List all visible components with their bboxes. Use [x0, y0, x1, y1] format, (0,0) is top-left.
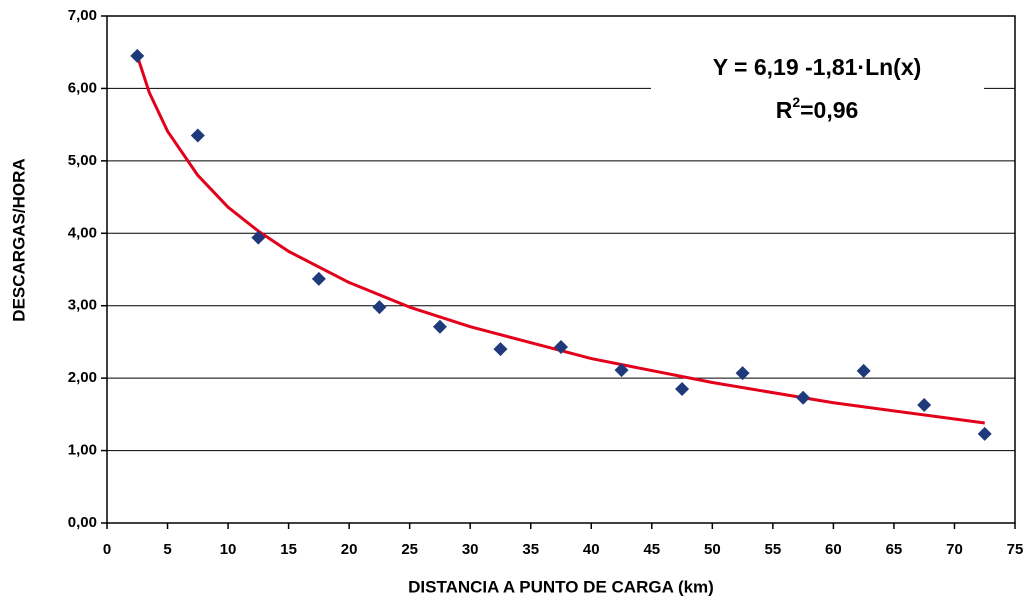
x-tick-label: 30: [462, 541, 479, 558]
data-point: [432, 319, 447, 334]
data-point: [917, 397, 932, 412]
y-tick-label: 6,00: [68, 79, 97, 96]
x-tick-label: 55: [765, 541, 782, 558]
y-axis-title: DESCARGAS/HORA: [9, 158, 28, 321]
data-point: [311, 271, 326, 286]
data-point: [614, 363, 629, 378]
x-tick-label: 50: [704, 541, 721, 558]
x-tick-label: 20: [341, 541, 358, 558]
trend-line: [135, 55, 985, 425]
plot-border: [106, 15, 1016, 524]
x-tick-label: 5: [163, 541, 171, 558]
x-tick-label: 40: [583, 541, 600, 558]
x-tick-label: 45: [643, 541, 660, 558]
annotation-box: [651, 54, 984, 136]
data-point: [735, 366, 750, 381]
y-tick-label: 2,00: [68, 369, 97, 386]
x-axis-title: DISTANCIA A PUNTO DE CARGA (km): [408, 577, 714, 596]
data-point: [856, 363, 871, 378]
data-point: [493, 342, 508, 357]
x-tick-label: 15: [280, 541, 297, 558]
y-tick-label: 4,00: [68, 224, 97, 241]
data-point: [190, 128, 205, 143]
y-tick-label: 3,00: [68, 297, 97, 314]
r2-value: =0,96: [800, 97, 858, 123]
equation: Y = 6,19 -1,81·Ln(x): [713, 54, 922, 80]
x-tick-label: 75: [1007, 541, 1024, 558]
x-tick-label: 60: [825, 541, 842, 558]
data-point: [130, 48, 145, 63]
y-tick-label: 1,00: [68, 442, 97, 459]
data-point: [372, 300, 387, 315]
x-tick-label: 70: [946, 541, 963, 558]
x-tick-label: 0: [103, 541, 111, 558]
y-tick-label: 7,00: [68, 7, 97, 24]
r-squared: R2=0,96: [776, 94, 859, 123]
y-tick-label: 5,00: [68, 152, 97, 169]
data-point: [251, 230, 266, 245]
r2-symbol: R: [776, 97, 793, 123]
x-tick-label: 65: [886, 541, 903, 558]
x-tick-label: 10: [220, 541, 237, 558]
plot: [130, 48, 992, 441]
r2-exponent: 2: [792, 94, 800, 110]
x-tick-label: 25: [401, 541, 418, 558]
data-point: [977, 426, 992, 441]
data-point: [675, 382, 690, 397]
x-tick-label: 35: [522, 541, 539, 558]
data-point: [796, 390, 811, 405]
y-tick-label: 0,00: [68, 514, 97, 531]
data-point: [554, 339, 568, 354]
